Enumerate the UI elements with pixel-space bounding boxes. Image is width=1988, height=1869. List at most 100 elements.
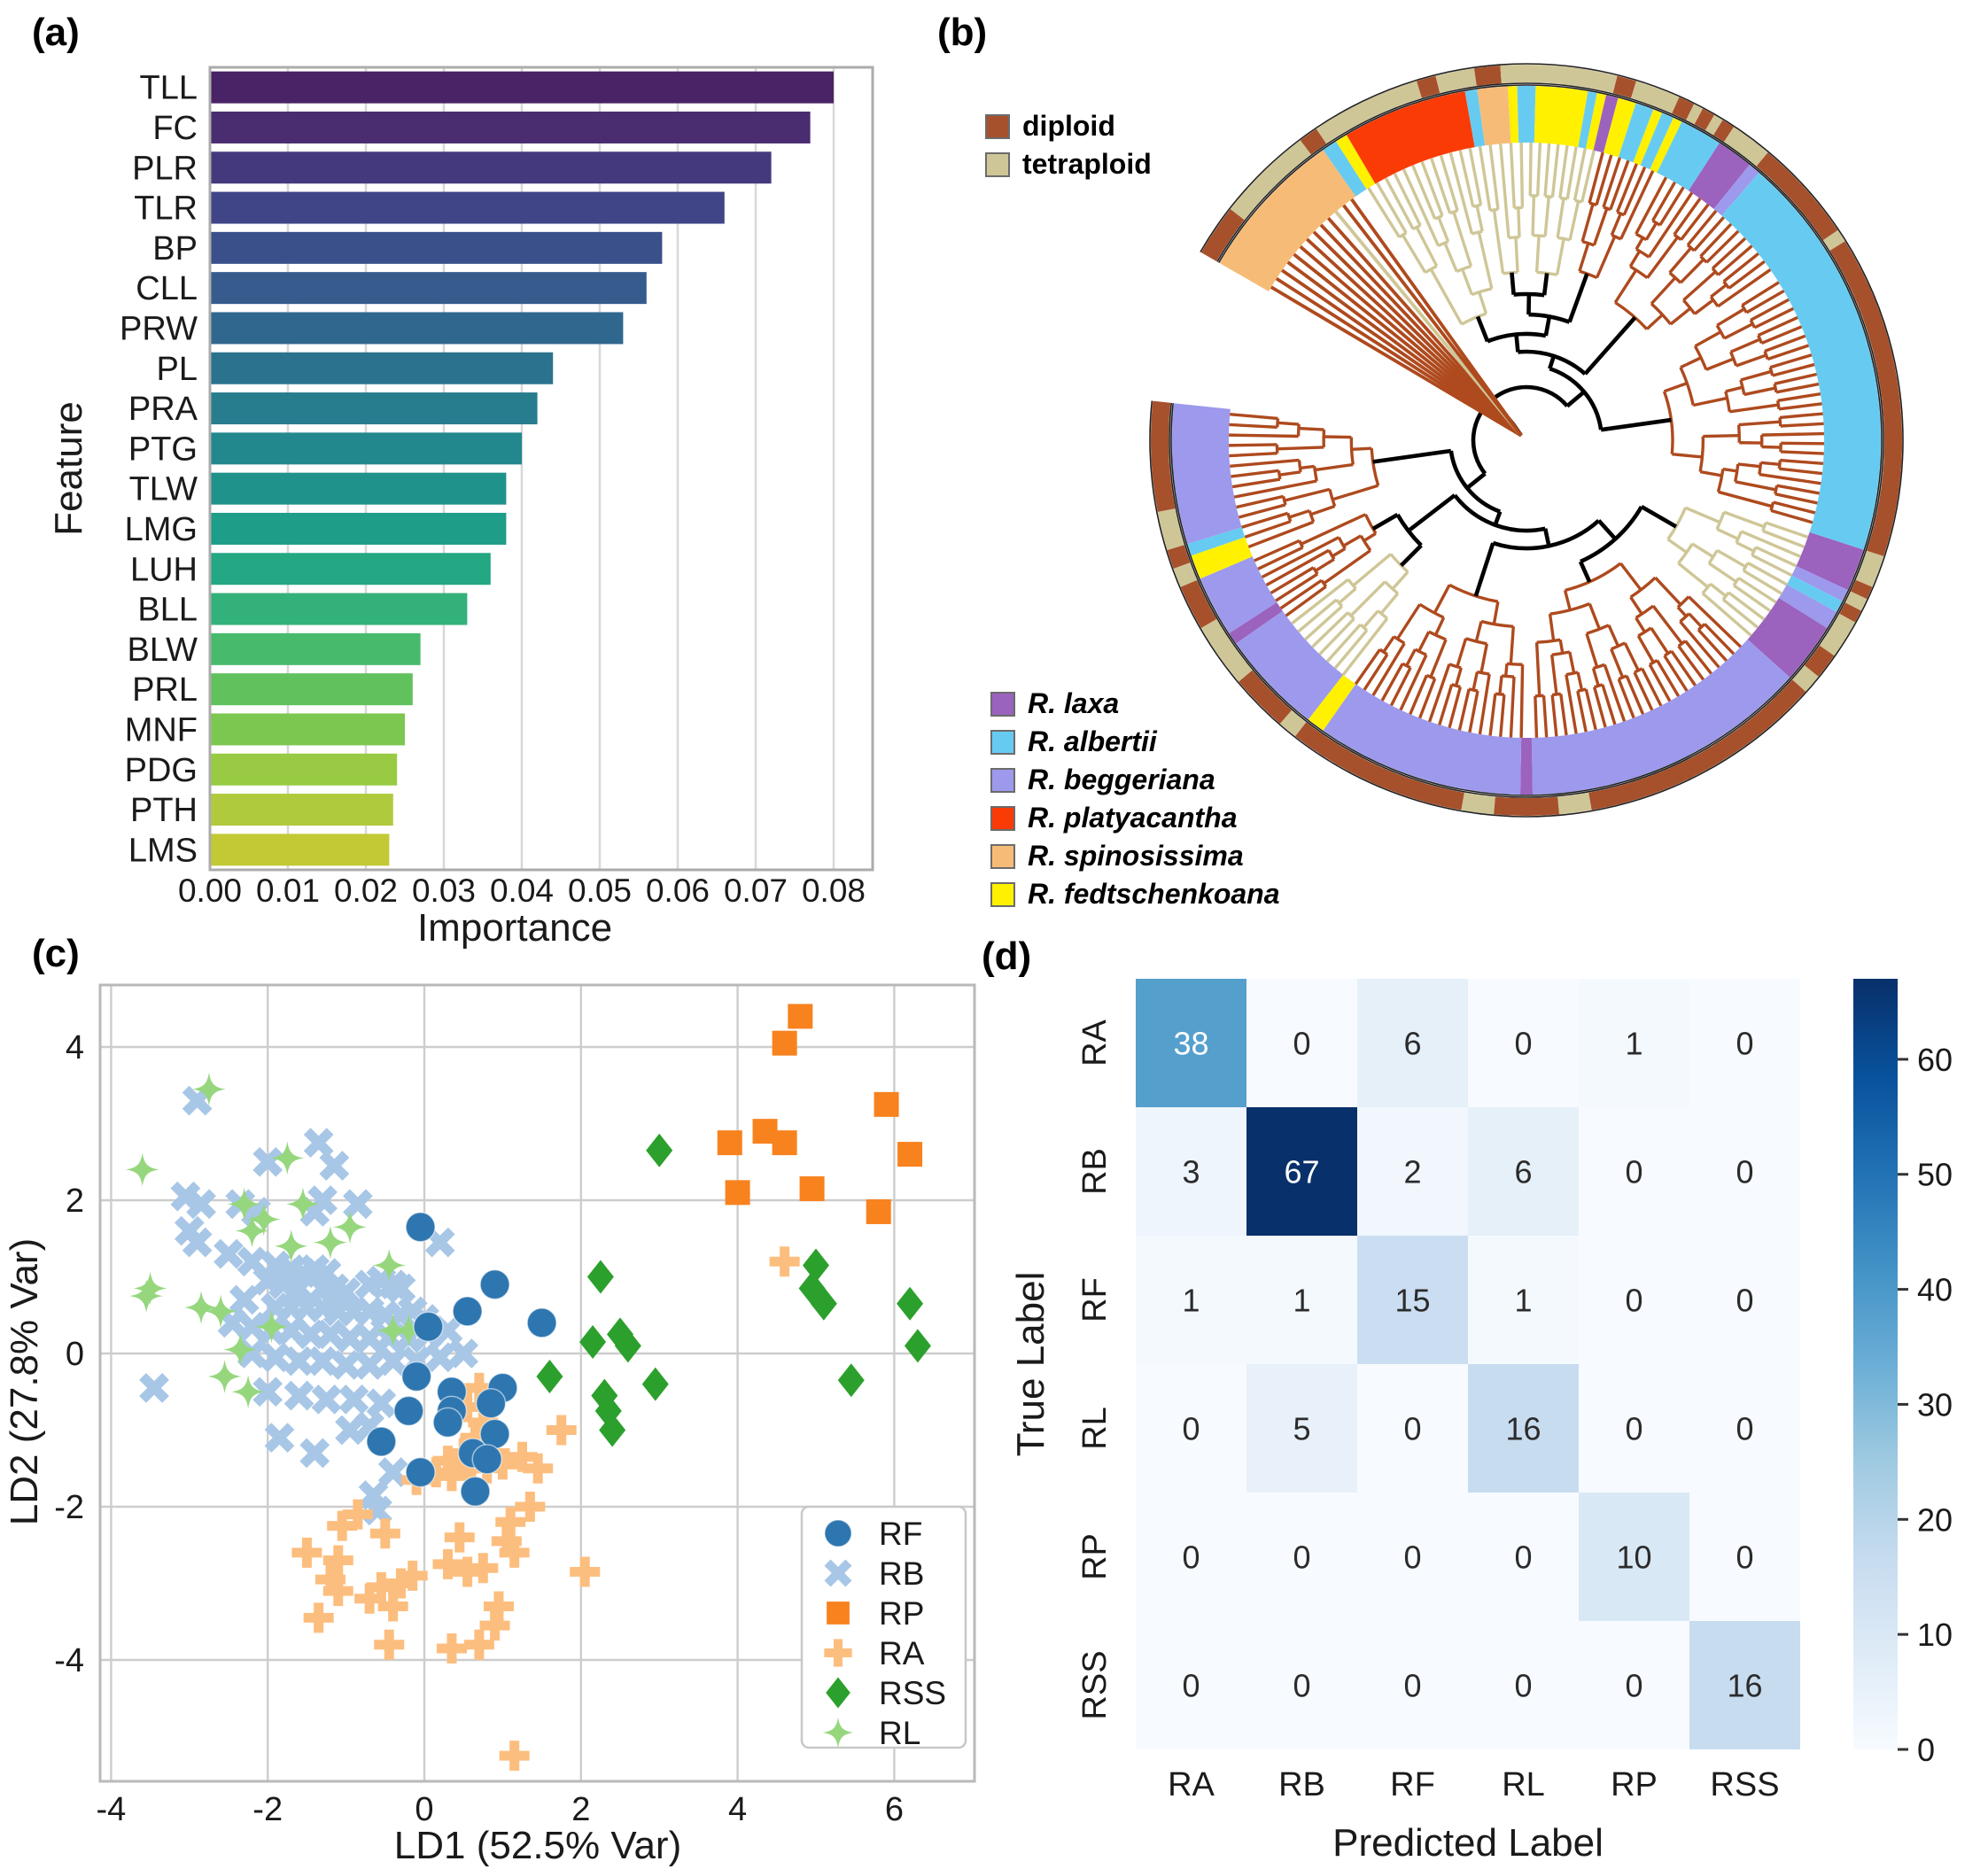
branch xyxy=(1456,638,1468,668)
species-ring-laxa xyxy=(1593,95,1619,153)
cell-value: 16 xyxy=(1505,1411,1541,1447)
branch xyxy=(1382,635,1395,653)
branch-arc xyxy=(1649,658,1658,666)
branch xyxy=(1395,603,1422,640)
branch-arc xyxy=(1328,488,1337,508)
branch-arc xyxy=(1749,319,1757,329)
branch-arc xyxy=(1448,663,1462,670)
branch xyxy=(1755,546,1798,568)
branch xyxy=(1363,531,1377,542)
branch-arc xyxy=(1693,345,1708,370)
ploidy-ring-diploid xyxy=(1151,400,1176,512)
cell-value: 0 xyxy=(1736,1283,1753,1319)
ploidy-ring-tetraploid xyxy=(1279,710,1307,737)
branch-arc xyxy=(1758,462,1763,475)
species-ring-platyacantha xyxy=(1346,91,1476,184)
branch-arc xyxy=(1453,493,1546,533)
bar-PRL xyxy=(210,673,413,706)
legend-label-RL: RL xyxy=(879,1715,920,1751)
branch xyxy=(1534,695,1539,738)
branch-arc xyxy=(1489,207,1499,213)
cell-RP-RF xyxy=(1357,1493,1468,1621)
cell-value: 0 xyxy=(1514,1539,1532,1576)
branch xyxy=(1773,500,1816,515)
bar-label-TLR: TLR xyxy=(134,190,198,228)
r-spinosissima-swatch xyxy=(990,843,1015,869)
branch xyxy=(1580,150,1596,203)
branch xyxy=(1504,663,1509,677)
branch xyxy=(1745,289,1785,314)
ploidy-ring-tetraploid xyxy=(1173,562,1198,587)
branch-arc xyxy=(1650,302,1673,326)
species-ring-laxa xyxy=(1229,601,1283,644)
branch xyxy=(1592,207,1609,246)
branch-arc xyxy=(1471,287,1493,297)
bar-TLL xyxy=(210,71,834,104)
branch xyxy=(1764,334,1806,353)
legend-row-r-albertii: R. albertii xyxy=(990,725,1157,758)
branch xyxy=(1679,620,1720,669)
branch xyxy=(1270,566,1315,594)
branch-arc xyxy=(1565,562,1622,593)
cell-RSS-RL xyxy=(1468,1621,1579,1749)
branch xyxy=(1682,270,1717,302)
cell-RF-RF xyxy=(1357,1236,1468,1364)
branch xyxy=(1684,640,1712,675)
x-tick-label: 0.01 xyxy=(256,872,320,909)
branch xyxy=(1753,306,1795,330)
species-ring-albertii xyxy=(1786,575,1843,612)
branch xyxy=(1384,177,1415,230)
branch-arc xyxy=(1347,578,1357,590)
branch xyxy=(1647,191,1694,259)
branch xyxy=(1625,675,1645,715)
branch xyxy=(1693,299,1714,315)
branch xyxy=(1635,237,1644,251)
branch-arc xyxy=(1277,470,1282,480)
branch-arc xyxy=(1709,296,1720,307)
branch xyxy=(1646,236,1680,279)
branch xyxy=(1542,528,1551,547)
branch xyxy=(1693,216,1725,252)
branch xyxy=(1691,542,1714,559)
cell-value: 0 xyxy=(1736,1026,1753,1062)
ploidy-ring-diploid xyxy=(1694,108,1714,131)
branch xyxy=(1735,480,1777,492)
branch xyxy=(1780,422,1824,428)
bar-PDG xyxy=(210,753,398,786)
y-axis-label: True Label xyxy=(1009,1272,1052,1457)
cell-value: 0 xyxy=(1625,1283,1642,1319)
branch xyxy=(1658,186,1685,227)
species-ring-fedtschenkoana xyxy=(1534,86,1588,148)
branch xyxy=(1558,640,1565,654)
branch-arc xyxy=(1480,619,1514,629)
branch xyxy=(1257,546,1304,570)
branch-arc xyxy=(1701,583,1712,595)
colorbar-tick-label: 60 xyxy=(1917,1042,1953,1078)
x-tick-label: 0 xyxy=(415,1791,433,1828)
cell-RA-RF xyxy=(1357,979,1468,1107)
branch-arc xyxy=(1711,268,1720,276)
branch-arc xyxy=(1716,469,1725,492)
branch xyxy=(1461,268,1473,296)
cell-RB-RSS xyxy=(1689,1107,1800,1236)
species-ring-beggeriana xyxy=(1323,683,1522,795)
branch-arc xyxy=(1735,531,1743,544)
colorbar-tick-label: 20 xyxy=(1917,1501,1953,1538)
branch xyxy=(1609,159,1630,211)
branch xyxy=(1650,627,1670,655)
branch xyxy=(1736,353,1767,368)
branch xyxy=(1534,235,1541,273)
ploidy-ring-diploid xyxy=(1588,679,1806,810)
x-tick-label: RA xyxy=(1168,1766,1215,1803)
branch xyxy=(1478,291,1488,314)
r-fedtschenkoana-swatch xyxy=(990,881,1015,907)
bar-BLW xyxy=(210,632,421,665)
cell-value: 0 xyxy=(1293,1539,1310,1576)
y-tick-label: -2 xyxy=(54,1489,84,1526)
colorbar-tick-label: 40 xyxy=(1917,1272,1953,1308)
branch-arc xyxy=(1377,609,1388,620)
ploidy-ring-tetraploid xyxy=(1705,114,1723,136)
species-ring-albertii xyxy=(1721,173,1881,550)
branch-arc xyxy=(1456,264,1472,274)
branch-arc xyxy=(1686,244,1696,252)
